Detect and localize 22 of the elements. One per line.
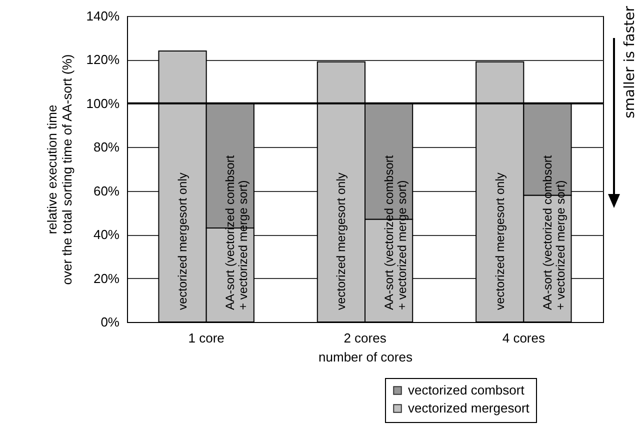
y-tick-label: 100% [86, 96, 120, 111]
text: 2 cores [344, 330, 387, 346]
y-tick-label: 40% [93, 227, 120, 242]
legend-label: vectorized combsort [408, 382, 525, 398]
text: 4 cores [502, 330, 546, 346]
x-tick-label: vectorized mergesort only [334, 172, 348, 310]
y-tick-label: 140% [86, 8, 120, 24]
legend-label: vectorized mergesort [408, 400, 530, 416]
x-tick-label: AA-sort (vectorized combsort + vectorized merge sort) [540, 154, 568, 310]
text: smaller is faster [622, 6, 638, 118]
y-tick-label: 80% [93, 140, 120, 155]
y-axis-title: relative execution time over the total sorting time of AA-sort (%) [44, 54, 74, 285]
text: 1 core [188, 330, 224, 346]
y-tick-label: 120% [86, 52, 120, 68]
x-tick-label: AA-sort (vectorized combsort + vectorized merge sort) [382, 154, 409, 310]
y-tick-label: 20% [93, 270, 120, 286]
y-tick-label: 60% [93, 183, 120, 198]
y-tick-label: 0% [100, 314, 120, 330]
x-tick-label: vectorized mergesort only [492, 172, 507, 310]
x-tick-label: AA-sort (vectorized combsort + vectorized merge sort) [223, 154, 250, 310]
x-axis-title: number of cores [318, 350, 413, 364]
x-tick-label: vectorized mergesort only [176, 172, 190, 310]
